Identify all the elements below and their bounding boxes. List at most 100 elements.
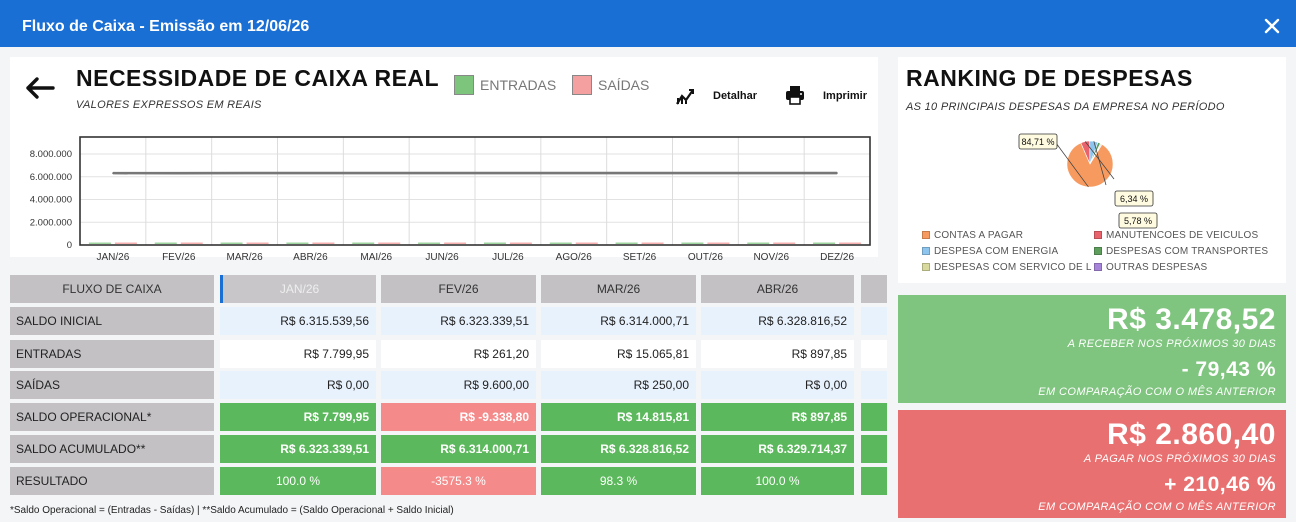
table-cell: R$ 897,85 bbox=[701, 403, 854, 431]
bar-entradas bbox=[418, 242, 441, 244]
pie-slice[interactable] bbox=[1089, 143, 1103, 165]
payable-label: A PAGAR NOS PRÓXIMOS 30 DIAS bbox=[1083, 453, 1276, 465]
table-cell: -3575.3 % bbox=[381, 467, 536, 495]
table-cell-partial bbox=[861, 307, 887, 335]
callout-label: 6,34 % bbox=[1120, 194, 1148, 204]
pie-legend-swatch bbox=[922, 263, 930, 271]
cash-flow-chart: 8.000.000 6.000.000 4.000.000 2.000.000 0 JAN… bbox=[30, 136, 871, 263]
table-row-label: SALDO INICIAL bbox=[10, 307, 214, 335]
table-cell: R$ 15.065,81 bbox=[541, 340, 696, 368]
table-cell: R$ 14.815,81 bbox=[541, 403, 696, 431]
pie-legend-item[interactable]: DESPESAS COM TRANSPORTES bbox=[1094, 246, 1268, 257]
bar-saidas bbox=[180, 242, 203, 244]
pie-legend-item[interactable]: OUTRAS DESPESAS bbox=[1094, 262, 1207, 273]
y-tick-label: 8.000.000 bbox=[30, 149, 72, 160]
series-point bbox=[704, 172, 707, 174]
callout-leader bbox=[1055, 142, 1089, 188]
table-cell: R$ 261,20 bbox=[381, 340, 536, 368]
pie-legend-label: OUTRAS DESPESAS bbox=[1106, 262, 1208, 273]
bar-saidas bbox=[444, 242, 467, 244]
table-month-header-partial[interactable] bbox=[861, 275, 887, 303]
x-tick-label: MAR/26 bbox=[227, 252, 264, 263]
table-cell: R$ 6.314.000,71 bbox=[381, 435, 536, 463]
x-tick-label: FEV/26 bbox=[162, 252, 196, 263]
callout-leader bbox=[1093, 141, 1107, 186]
bar-saidas bbox=[246, 242, 269, 244]
pie-legend-swatch bbox=[922, 231, 930, 239]
x-tick-label: JUL/26 bbox=[492, 252, 524, 263]
table-cell: R$ 6.315.539,56 bbox=[220, 307, 376, 335]
printer-icon[interactable] bbox=[784, 84, 806, 106]
series-point bbox=[572, 172, 575, 174]
table-cell: R$ 6.329.714,37 bbox=[701, 435, 854, 463]
pie-legend-item[interactable]: DESPESAS COM SERVICO DE L bbox=[922, 262, 1092, 273]
x-tick-label: MAI/26 bbox=[360, 252, 392, 263]
table-month-header[interactable]: JAN/26 bbox=[220, 275, 376, 303]
payable-change: + 210,46 % bbox=[1164, 473, 1276, 496]
table-cell: 98.3 % bbox=[541, 467, 696, 495]
table-cell: R$ 0,00 bbox=[701, 371, 854, 399]
window-titlebar: Fluxo de Caixa - Emissão em 12/06/26 bbox=[0, 0, 1296, 56]
bar-entradas bbox=[88, 242, 111, 244]
x-tick-label: OUT/26 bbox=[688, 252, 723, 263]
bar-entradas bbox=[483, 242, 506, 244]
pie-legend-swatch bbox=[922, 247, 930, 255]
dashboard-content: NECESSIDADE DE CAIXA REAL VALORES EXPRES… bbox=[0, 47, 1296, 522]
pie-legend-label: DESPESA COM ENERGIA bbox=[934, 246, 1059, 257]
detail-chart-icon[interactable] bbox=[674, 85, 696, 107]
pie-legend-label: MANUTENCOES DE VEICULOS bbox=[1106, 230, 1259, 241]
bar-saidas bbox=[575, 242, 598, 244]
bar-entradas bbox=[352, 242, 375, 244]
table-cell: R$ 6.323.339,51 bbox=[220, 435, 376, 463]
y-tick-label: 2.000.000 bbox=[30, 217, 72, 228]
table-row-label: SAÍDAS bbox=[10, 371, 214, 399]
bar-saidas bbox=[707, 242, 730, 244]
callout-box bbox=[1118, 212, 1158, 229]
series-point bbox=[770, 172, 773, 174]
bar-entradas bbox=[813, 242, 836, 244]
payable-change-label: EM COMPARAÇÃO COM O MÊS ANTERIOR bbox=[1038, 501, 1276, 513]
y-tick-label: 4.000.000 bbox=[30, 195, 72, 206]
table-cell: R$ 9.600,00 bbox=[381, 371, 536, 399]
pie-legend-swatch bbox=[1094, 263, 1102, 271]
pie-legend-label: DESPESAS COM SERVICO DE L bbox=[934, 262, 1092, 273]
series-point bbox=[507, 172, 509, 174]
bar-entradas bbox=[747, 242, 770, 244]
table-month-header[interactable]: ABR/26 bbox=[701, 275, 854, 303]
table-cell: R$ 6.323.339,51 bbox=[381, 307, 536, 335]
table-cell: R$ 6.328.816,52 bbox=[541, 435, 696, 463]
table-month-header[interactable]: FEV/26 bbox=[381, 275, 536, 303]
receivable-change: - 79,43 % bbox=[1181, 358, 1276, 381]
detail-button[interactable]: Detalhar bbox=[713, 90, 758, 102]
bar-saidas bbox=[312, 242, 335, 244]
table-cell: R$ -9.338,80 bbox=[381, 403, 536, 431]
close-icon[interactable] bbox=[1260, 14, 1284, 38]
pie-legend-item[interactable]: MANUTENCOES DE VEICULOS bbox=[1094, 230, 1258, 241]
back-arrow-icon[interactable] bbox=[24, 73, 56, 103]
print-button[interactable]: Imprimir bbox=[823, 90, 868, 102]
series-point bbox=[177, 172, 180, 175]
table-cell: 100.0 % bbox=[220, 467, 376, 495]
y-tick-label: 0 bbox=[67, 240, 72, 251]
table-cell: R$ 7.799,95 bbox=[220, 403, 376, 431]
pie-legend-item[interactable]: DESPESA COM ENERGIA bbox=[922, 246, 1058, 257]
bar-entradas bbox=[681, 242, 704, 244]
receivable-label: A RECEBER NOS PRÓXIMOS 30 DIAS bbox=[1067, 338, 1276, 350]
x-tick-label: AGO/26 bbox=[556, 252, 593, 263]
table-cell-partial bbox=[861, 403, 887, 431]
receivable-card: R$ 3.478,52 A RECEBER NOS PRÓXIMOS 30 DI… bbox=[898, 295, 1286, 403]
callout-box bbox=[1114, 190, 1154, 207]
series-point bbox=[309, 172, 312, 174]
bar-saidas bbox=[509, 242, 532, 244]
table-cell-partial bbox=[861, 340, 887, 368]
pie-legend-item[interactable]: CONTAS A PAGAR bbox=[922, 230, 1023, 241]
callout-leader bbox=[1084, 141, 1115, 180]
bar-saidas bbox=[114, 242, 137, 244]
y-tick-label: 6.000.000 bbox=[30, 172, 72, 183]
table-cell: R$ 250,00 bbox=[541, 371, 696, 399]
ranking-subtitle: AS 10 PRINCIPAIS DESPESAS DA EMPRESA NO … bbox=[906, 101, 1225, 113]
table-cell: R$ 6.328.816,52 bbox=[701, 307, 854, 335]
legend-saidas-swatch bbox=[572, 75, 592, 95]
table-month-header[interactable]: MAR/26 bbox=[541, 275, 696, 303]
x-tick-label: ABR/26 bbox=[293, 252, 328, 263]
